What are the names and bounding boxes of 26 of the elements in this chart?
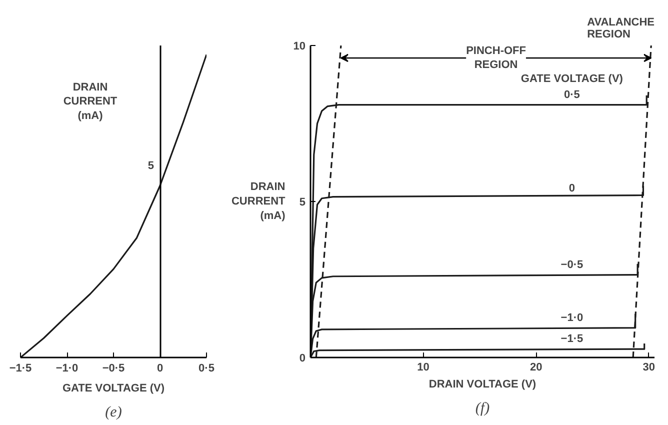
x-tick-label: 0 bbox=[156, 362, 164, 374]
legend-title: GATE VOLTAGE (V) bbox=[520, 72, 624, 85]
series-label: −1·5 bbox=[560, 333, 584, 346]
annotation: 5 bbox=[148, 160, 154, 172]
y-tick-label: 5 bbox=[299, 196, 306, 208]
x-tick-label: 0·5 bbox=[198, 362, 214, 374]
y-tick-label: 0 bbox=[299, 352, 306, 364]
y-tick-label: 10 bbox=[293, 40, 306, 52]
x-axis-title: DRAIN VOLTAGE (V) bbox=[428, 378, 536, 390]
x-axis-title: GATE VOLTAGE (V) bbox=[62, 382, 165, 394]
annotation: PINCH-OFF REGION bbox=[466, 44, 526, 72]
text: (e) bbox=[105, 404, 122, 420]
x-tick-label: −1·0 bbox=[56, 362, 78, 374]
x-tick-label: 10 bbox=[417, 362, 430, 374]
x-tick-label: 30 bbox=[642, 362, 655, 374]
x-tick-label: 20 bbox=[530, 362, 542, 374]
text: AVALANCHE REGION bbox=[587, 16, 655, 40]
series-label: 0 bbox=[568, 182, 576, 194]
series-label: −0·5 bbox=[560, 258, 584, 271]
series-label: −1·0 bbox=[560, 312, 584, 324]
series-label: 0·5 bbox=[564, 88, 580, 101]
text: (f) bbox=[475, 400, 490, 416]
x-tick-label: −0·5 bbox=[102, 362, 125, 374]
y-axis-title: DRAIN CURRENT (mA) bbox=[231, 181, 286, 222]
y-axis-title: DRAIN CURRENT (mA) bbox=[63, 81, 118, 122]
x-tick-label: −1·5 bbox=[9, 362, 32, 374]
